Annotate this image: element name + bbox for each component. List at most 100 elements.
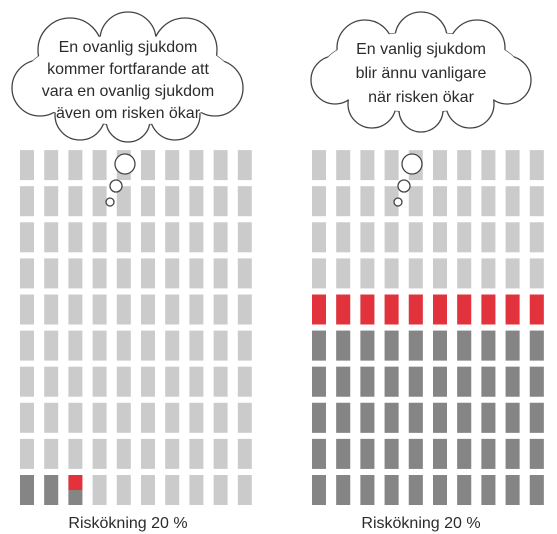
cell	[44, 222, 59, 253]
thought-bubble	[310, 11, 532, 207]
increase-cell	[505, 294, 520, 325]
baseline-cell	[360, 330, 375, 361]
baseline-cell	[481, 438, 496, 469]
cell	[68, 222, 83, 253]
cell	[165, 150, 180, 181]
increase-cell	[312, 294, 326, 325]
baseline-cell	[312, 475, 326, 505]
cell	[237, 258, 252, 289]
cell	[44, 402, 59, 433]
cell	[505, 150, 520, 181]
cell	[68, 330, 83, 361]
cell	[92, 222, 107, 253]
cell	[20, 402, 34, 433]
baseline-cell	[312, 330, 326, 361]
baseline-cell	[457, 366, 472, 397]
cell	[433, 258, 447, 289]
cell	[68, 258, 83, 289]
baseline-cell	[408, 475, 423, 505]
cell	[312, 186, 326, 217]
cell	[237, 402, 252, 433]
cell	[360, 222, 375, 253]
cell	[360, 258, 375, 289]
cell	[481, 186, 496, 217]
grids	[20, 150, 544, 505]
cell	[384, 258, 399, 289]
cell	[165, 475, 180, 505]
baseline-cell	[336, 402, 351, 433]
increase-cell	[68, 475, 83, 490]
baseline-cell	[481, 402, 496, 433]
baseline-cell	[360, 402, 375, 433]
cell	[165, 438, 180, 469]
cell	[189, 150, 204, 181]
cell	[116, 402, 131, 433]
cell	[165, 222, 180, 253]
baseline-cell	[384, 475, 399, 505]
cell	[529, 150, 544, 181]
baseline-cell	[457, 402, 472, 433]
cell	[92, 186, 107, 217]
cell	[312, 258, 326, 289]
cell	[68, 402, 83, 433]
cell	[189, 330, 204, 361]
cell	[165, 330, 180, 361]
cell	[116, 366, 131, 397]
cell	[68, 186, 83, 217]
cell	[68, 150, 83, 181]
cell	[141, 330, 155, 361]
cell	[44, 258, 59, 289]
cell	[116, 475, 131, 505]
baseline-cell	[481, 366, 496, 397]
cell	[141, 222, 155, 253]
cell	[92, 330, 107, 361]
increase-cell	[529, 294, 544, 325]
bubble-text: när risken ökar	[368, 89, 474, 106]
cell	[20, 150, 34, 181]
baseline-cell	[433, 475, 447, 505]
cell	[505, 186, 520, 217]
cell	[92, 438, 107, 469]
cell	[213, 222, 228, 253]
cell	[165, 294, 180, 325]
cell	[68, 438, 83, 469]
texts: En ovanlig sjukdom kommer fortfarande att…	[42, 39, 487, 532]
cell	[481, 258, 496, 289]
baseline-cell	[336, 475, 351, 505]
bubble-text: En ovanlig sjukdom	[59, 39, 198, 56]
cell	[189, 222, 204, 253]
baseline-cell	[457, 475, 472, 505]
baseline-cell	[481, 475, 496, 505]
cell	[92, 294, 107, 325]
baseline-cell	[433, 330, 447, 361]
cell	[20, 330, 34, 361]
cell	[92, 366, 107, 397]
cell	[116, 294, 131, 325]
cell	[165, 186, 180, 217]
cell	[213, 258, 228, 289]
baseline-cell	[408, 438, 423, 469]
cell	[116, 438, 131, 469]
cell	[116, 222, 131, 253]
cell	[312, 222, 326, 253]
cell	[360, 186, 375, 217]
baseline-cell	[312, 366, 326, 397]
cell	[384, 150, 399, 181]
increase-cell	[433, 294, 447, 325]
cell	[20, 294, 34, 325]
cell	[44, 438, 59, 469]
increase-cell	[360, 294, 375, 325]
cell	[68, 294, 83, 325]
cell	[141, 366, 155, 397]
cell	[481, 222, 496, 253]
cell	[237, 438, 252, 469]
cell	[92, 150, 107, 181]
cell	[20, 258, 34, 289]
baseline-cell	[336, 330, 351, 361]
cell	[213, 475, 228, 505]
baseline-cell	[384, 402, 399, 433]
baseline-cell	[505, 475, 520, 505]
cell	[457, 258, 472, 289]
cell	[44, 294, 59, 325]
baseline-cell	[408, 402, 423, 433]
